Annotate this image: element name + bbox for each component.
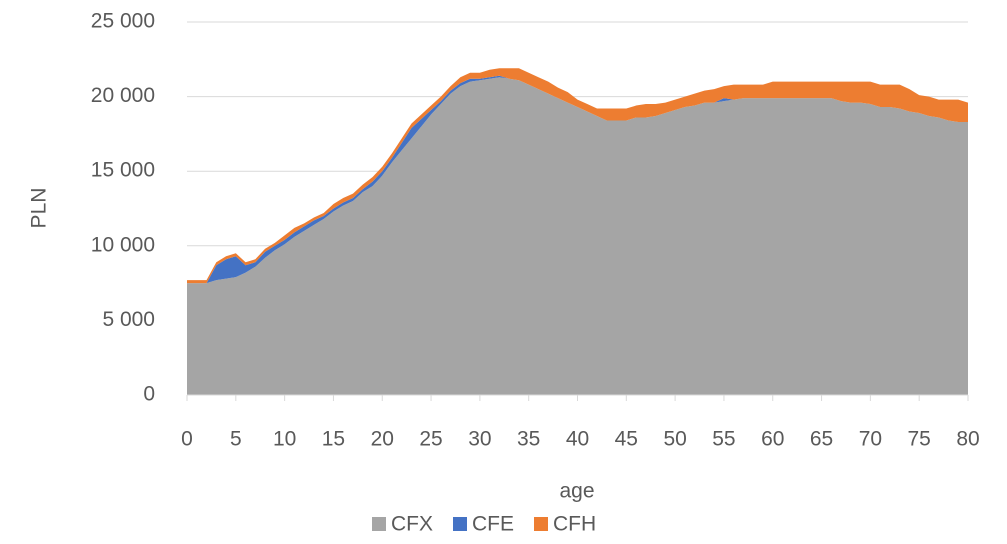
x-tick-label: 45 [615,428,638,451]
x-tick-label: 55 [712,428,735,451]
y-tick-label: 0 [143,383,155,406]
x-tick-label: 50 [663,428,686,451]
x-tick-label: 5 [230,428,242,451]
legend-swatch [372,517,386,531]
x-tick-label: 80 [956,428,979,451]
y-axis-label: PLN [28,188,51,229]
area [187,68,968,284]
legend-swatch [534,517,548,531]
x-tick-label: 60 [761,428,784,451]
x-tick-label: 30 [468,428,491,451]
x-tick-label: 15 [322,428,345,451]
x-tick-label: 75 [908,428,931,451]
x-tick-label: 65 [810,428,833,451]
area [187,77,968,395]
y-tick-label: 25 000 [91,10,155,33]
legend-label: CFE [472,513,514,536]
y-tick-label: 20 000 [91,84,155,107]
x-tick-label: 25 [419,428,442,451]
x-axis-label: age [559,480,594,503]
x-tick-label: 35 [517,428,540,451]
legend-swatch [453,517,467,531]
legend-label: CFX [391,513,433,536]
x-tick-label: 0 [181,428,193,451]
y-tick-label: 5 000 [102,308,155,331]
y-tick-label: 10 000 [91,233,155,256]
legend-label: CFH [553,513,596,536]
x-tick-label: 40 [566,428,589,451]
x-tick-label: 70 [859,428,882,451]
x-tick-label: 20 [371,428,394,451]
y-tick-label: 15 000 [91,159,155,182]
x-tick-label: 10 [273,428,296,451]
